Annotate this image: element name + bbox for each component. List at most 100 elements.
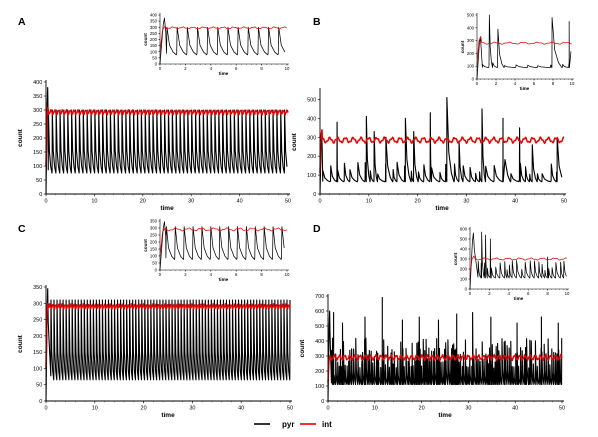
x-tick-label: 10 — [372, 406, 378, 412]
x-axis-label: time — [514, 296, 524, 301]
y-axis-label: count — [17, 128, 24, 147]
x-tick-label: 30 — [465, 406, 471, 412]
y-tick-label: 200 — [467, 51, 475, 56]
y-tick-label: 100 — [467, 64, 475, 69]
y-tick-label: 350 — [33, 94, 42, 100]
x-tick-label: 50 — [285, 199, 291, 205]
x-tick-label: 8 — [260, 272, 263, 277]
x-tick-label: 40 — [237, 199, 243, 205]
x-tick-label: 50 — [287, 406, 293, 412]
x-tick-label: 20 — [141, 406, 147, 412]
series-line-int — [45, 106, 289, 167]
x-tick-label: 8 — [260, 66, 263, 71]
y-tick-label: 500 — [460, 237, 468, 242]
y-tick-label: 100 — [150, 49, 158, 54]
x-tick-label: 30 — [463, 199, 469, 205]
y-tick-label: 400 — [150, 13, 158, 18]
x-tick-label: 8 — [546, 291, 549, 296]
series-line-int — [45, 302, 291, 369]
series-line-int — [159, 25, 287, 52]
x-axis-label: time — [219, 277, 229, 282]
y-tick-label: 300 — [460, 257, 468, 262]
y-tick-label: 0 — [313, 192, 316, 198]
x-tick-label: 2 — [184, 66, 187, 71]
series-line-int — [476, 36, 572, 65]
x-tick-label: 6 — [527, 291, 530, 296]
chart-a: 0 10 20 30 40 50050100150200250300350400timec… — [17, 16, 291, 212]
x-tick-label: 0 — [326, 406, 329, 412]
x-axis-label: time — [160, 205, 174, 212]
y-tick-label: 200 — [150, 240, 158, 245]
y-tick-label: 50 — [36, 383, 42, 389]
y-tick-label: 100 — [150, 254, 158, 259]
y-tick-label: 250 — [33, 318, 42, 324]
y-tick-label: 500 — [307, 97, 316, 103]
y-tick-label: 50 — [152, 261, 157, 266]
x-tick-label: 10 — [570, 81, 575, 86]
x-tick-label: 0 — [44, 199, 47, 205]
y-tick-label: 200 — [33, 136, 42, 142]
y-tick-label: 400 — [33, 80, 42, 86]
panel-label-c: C — [18, 223, 26, 235]
x-tick-label: 2 — [495, 81, 498, 86]
x-axis-label: time — [161, 412, 175, 419]
x-tick-label: 4 — [514, 81, 517, 86]
y-tick-label: 0 — [472, 77, 475, 82]
x-tick-label: 10 — [565, 291, 570, 296]
series-line-int — [469, 255, 567, 278]
chart-c: 0 10 20 30 40 50050100150200250300350timecoun… — [17, 223, 293, 419]
x-tick-label: 2 — [488, 291, 491, 296]
legend-label-pyr: pyr — [282, 420, 294, 429]
panels: 0 10 20 30 40 50050100150200250300350400timec… — [17, 13, 575, 420]
y-tick-label: 50 — [36, 178, 42, 184]
panel-label-b: B — [313, 16, 321, 28]
x-tick-label: 10 — [285, 66, 290, 71]
y-axis-label: count — [291, 132, 298, 151]
y-tick-label: 300 — [150, 226, 158, 231]
y-tick-label: 200 — [460, 267, 468, 272]
y-tick-label: 100 — [33, 164, 42, 170]
y-tick-label: 100 — [315, 384, 324, 390]
y-tick-label: 0 — [321, 399, 324, 405]
series-line-pyr — [319, 97, 563, 195]
y-tick-label: 500 — [467, 13, 475, 18]
y-tick-label: 300 — [33, 301, 42, 307]
y-tick-label: 0 — [39, 399, 42, 405]
y-axis-label: count — [143, 33, 148, 46]
series-line-int — [327, 353, 563, 384]
x-tick-label: 10 — [285, 272, 290, 277]
x-tick-label: 10 — [91, 199, 97, 205]
x-axis-label: time — [520, 86, 530, 91]
x-axis-label: time — [219, 71, 229, 76]
panel-label-d: D — [313, 223, 321, 235]
y-axis-label: count — [143, 239, 148, 252]
y-tick-label: 200 — [33, 334, 42, 340]
x-tick-label: 4 — [508, 291, 511, 296]
x-tick-label: 2 — [184, 272, 187, 277]
series-line-pyr — [469, 231, 567, 290]
legend: pyr int — [254, 420, 332, 429]
y-tick-label: 200 — [150, 37, 158, 42]
y-tick-label: 250 — [150, 233, 158, 238]
y-tick-label: 150 — [33, 350, 42, 356]
y-tick-label: 0 — [155, 268, 158, 273]
y-tick-label: 300 — [315, 354, 324, 360]
y-tick-label: 400 — [315, 339, 324, 345]
x-tick-label: 4 — [210, 66, 213, 71]
y-tick-label: 250 — [33, 122, 42, 128]
series-line-pyr — [159, 221, 285, 271]
x-tick-label: 6 — [235, 272, 238, 277]
y-tick-label: 300 — [33, 108, 42, 114]
series-line-pyr — [327, 296, 563, 402]
x-tick-label: 30 — [189, 406, 195, 412]
x-tick-label: 40 — [512, 199, 518, 205]
x-tick-label: 6 — [533, 81, 536, 86]
x-tick-label: 0 — [159, 272, 162, 277]
x-tick-label: 0 — [318, 199, 321, 205]
y-tick-label: 100 — [33, 366, 42, 372]
